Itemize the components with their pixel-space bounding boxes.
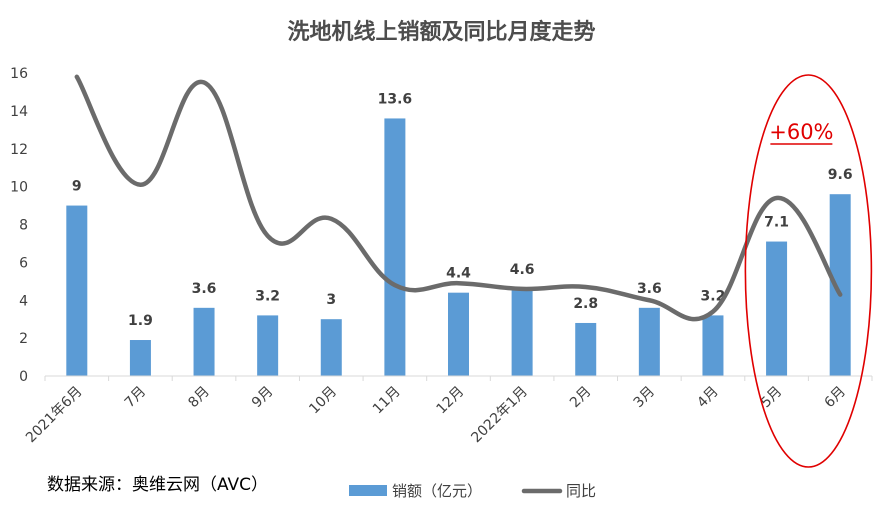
x-tick-label: 2022年1月 bbox=[468, 384, 531, 447]
bar-data-label: 4.4 bbox=[446, 266, 471, 282]
legend-bar-swatch bbox=[349, 485, 387, 496]
highlight-annotation: +60% bbox=[744, 74, 873, 468]
bar-data-label: 3.2 bbox=[255, 288, 280, 304]
y-tick-label: 4 bbox=[19, 293, 28, 309]
bar bbox=[257, 315, 279, 376]
bar-data-label: 3 bbox=[326, 292, 336, 308]
y-tick-label: 16 bbox=[10, 66, 28, 82]
x-tick-label: 5月 bbox=[758, 384, 786, 412]
bar bbox=[829, 194, 851, 376]
x-tick-label: 11月 bbox=[370, 384, 404, 418]
x-tick-label: 4月 bbox=[694, 384, 722, 412]
y-axis: 0 2 4 6 8 10 12 14 16 bbox=[10, 66, 28, 385]
y-tick-label: 8 bbox=[19, 218, 28, 234]
legend-line-label: 同比 bbox=[566, 482, 596, 500]
bar bbox=[766, 241, 788, 376]
y-tick-label: 0 bbox=[19, 369, 28, 385]
bar-data-labels: 9 1.9 3.6 3.2 3 13.6 4.4 4.6 2.8 3.6 3.2 7.1 9.6 bbox=[72, 91, 853, 329]
line-series bbox=[74, 74, 843, 322]
x-tick-label: 2月 bbox=[567, 384, 595, 412]
bar-data-label: 7.1 bbox=[764, 215, 789, 231]
x-tick-label: 8月 bbox=[185, 384, 213, 412]
y-tick-label: 6 bbox=[19, 255, 28, 271]
bar bbox=[702, 315, 724, 376]
x-tick-label: 12月 bbox=[434, 384, 468, 418]
bar-data-label: 9.6 bbox=[828, 167, 853, 183]
x-tick-label: 7月 bbox=[122, 384, 150, 412]
highlight-ellipse bbox=[744, 74, 873, 468]
bar-data-label: 2.8 bbox=[573, 296, 598, 312]
bar bbox=[511, 288, 533, 376]
x-tick-label: 9月 bbox=[249, 384, 277, 412]
bar bbox=[129, 340, 151, 376]
growth-annotation: +60% bbox=[769, 120, 833, 144]
x-tick-label: 3月 bbox=[631, 384, 659, 412]
bar-data-label: 13.6 bbox=[378, 91, 413, 107]
bar bbox=[384, 118, 406, 376]
bar-series bbox=[66, 118, 851, 376]
y-tick-label: 10 bbox=[10, 180, 28, 196]
bar-data-label: 4.6 bbox=[510, 262, 535, 278]
bar bbox=[193, 307, 215, 376]
legend: 销额（亿元） 同比 bbox=[349, 482, 596, 500]
bar bbox=[320, 319, 342, 376]
chart-title: 洗地机线上销额及同比月度走势 bbox=[287, 20, 596, 45]
y-tick-label: 12 bbox=[10, 142, 28, 158]
x-tick-label: 6月 bbox=[821, 384, 849, 412]
x-tick-label: 10月 bbox=[306, 384, 340, 418]
bar-data-label: 3.2 bbox=[701, 288, 726, 304]
x-axis: 2021年6月 7月 8月 9月 10月 11月 12月 2022年1月 2月 3月 4月 5月 6月 bbox=[23, 375, 873, 447]
bar-data-label: 1.9 bbox=[128, 313, 153, 329]
legend-bar-label: 销额（亿元） bbox=[392, 482, 482, 500]
bar bbox=[575, 322, 597, 376]
yoy-line bbox=[74, 74, 843, 322]
x-tick-label: 2021年6月 bbox=[23, 384, 86, 447]
bar bbox=[66, 205, 88, 376]
source-note: 数据来源：奥维云网（AVC） bbox=[47, 475, 269, 495]
y-tick-label: 2 bbox=[19, 331, 28, 347]
bar bbox=[638, 307, 660, 376]
bar-data-label: 9 bbox=[72, 179, 82, 195]
bar-data-label: 3.6 bbox=[637, 281, 662, 297]
bar-data-label: 3.6 bbox=[192, 281, 217, 297]
y-tick-label: 14 bbox=[10, 104, 28, 120]
bar bbox=[448, 292, 469, 376]
